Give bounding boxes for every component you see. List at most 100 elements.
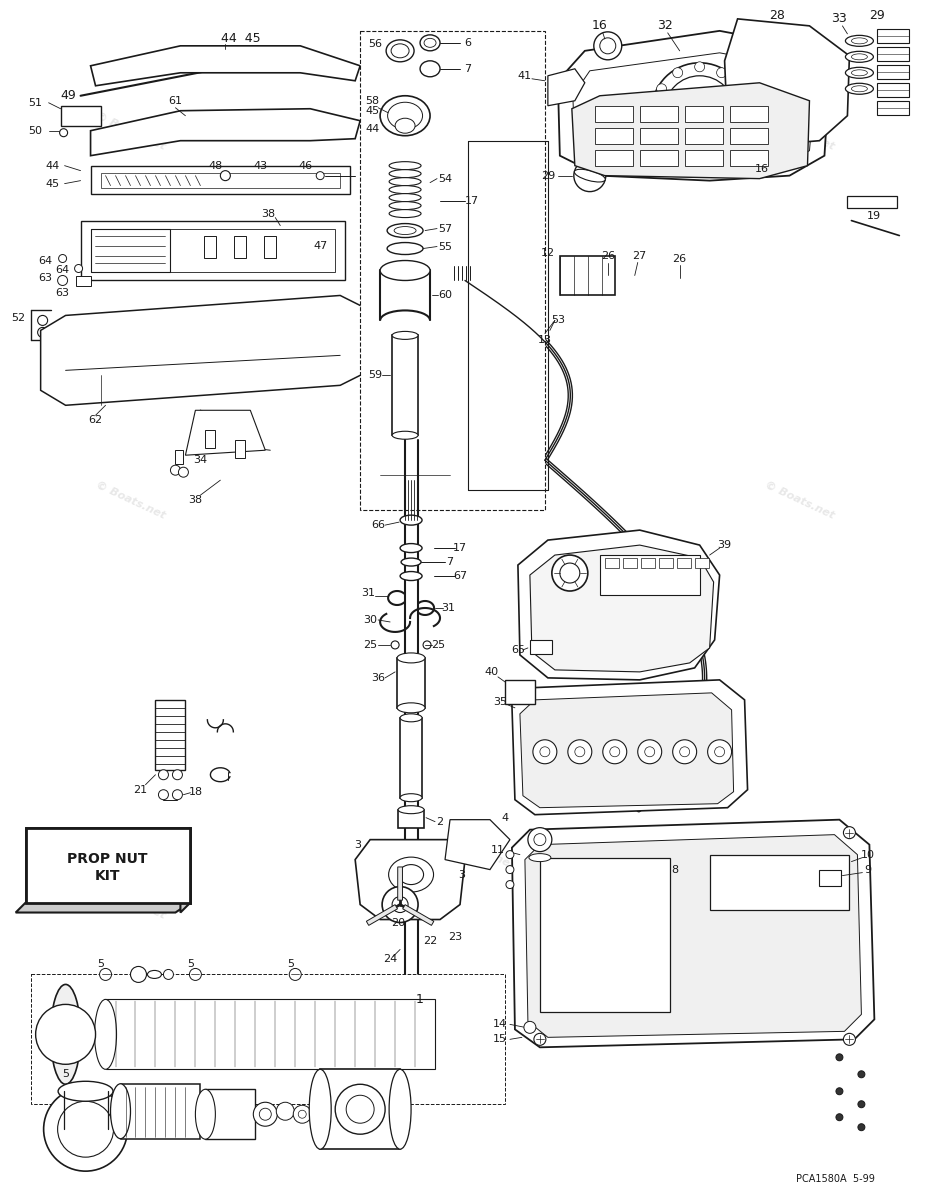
Bar — [91, 228, 170, 272]
Circle shape — [346, 1096, 374, 1123]
Text: 3: 3 — [459, 870, 465, 880]
Text: 28: 28 — [770, 10, 785, 23]
Circle shape — [637, 739, 661, 763]
Bar — [623, 558, 636, 568]
Text: 67: 67 — [453, 571, 467, 581]
Circle shape — [836, 1087, 843, 1094]
Bar — [91, 228, 335, 272]
Circle shape — [164, 970, 173, 979]
Text: 45: 45 — [365, 106, 379, 115]
Circle shape — [836, 1054, 843, 1061]
Text: 12: 12 — [541, 247, 555, 258]
Circle shape — [158, 790, 168, 799]
Polygon shape — [41, 295, 370, 406]
Bar — [91, 166, 351, 193]
Ellipse shape — [529, 853, 551, 862]
Circle shape — [733, 127, 743, 138]
Text: 23: 23 — [448, 932, 462, 942]
Circle shape — [38, 316, 47, 325]
Ellipse shape — [397, 653, 426, 662]
Text: 55: 55 — [438, 241, 452, 252]
Circle shape — [534, 834, 546, 846]
Bar — [205, 1090, 255, 1139]
Polygon shape — [520, 692, 734, 808]
Text: 5: 5 — [287, 960, 294, 970]
Circle shape — [172, 769, 182, 780]
Bar — [640, 150, 678, 166]
Text: 31: 31 — [361, 588, 376, 598]
Circle shape — [57, 1102, 114, 1157]
Ellipse shape — [851, 70, 868, 76]
Text: 2: 2 — [437, 817, 444, 827]
Text: PCA1580A  5-99: PCA1580A 5-99 — [796, 1174, 874, 1184]
Ellipse shape — [420, 35, 440, 50]
Text: 62: 62 — [89, 415, 103, 425]
Text: 1: 1 — [416, 992, 424, 1006]
Circle shape — [594, 32, 622, 60]
Polygon shape — [518, 530, 720, 680]
Circle shape — [533, 739, 557, 763]
Ellipse shape — [388, 102, 423, 130]
Bar — [26, 828, 191, 902]
Circle shape — [100, 968, 112, 980]
Bar — [76, 276, 91, 287]
Ellipse shape — [388, 223, 423, 238]
Ellipse shape — [470, 984, 500, 1085]
Polygon shape — [16, 902, 191, 912]
Circle shape — [528, 828, 552, 852]
Polygon shape — [91, 109, 360, 156]
Text: © Boats.net: © Boats.net — [444, 430, 516, 470]
Bar — [820, 870, 842, 886]
Circle shape — [754, 131, 770, 146]
Polygon shape — [573, 53, 815, 169]
Polygon shape — [558, 31, 830, 181]
Circle shape — [844, 827, 856, 839]
Text: 52: 52 — [12, 313, 26, 324]
Bar — [120, 1085, 201, 1139]
Text: 21: 21 — [133, 785, 148, 794]
Text: 9: 9 — [864, 864, 871, 875]
Ellipse shape — [94, 1000, 117, 1069]
Text: 7: 7 — [447, 557, 453, 568]
Bar — [320, 1069, 401, 1150]
Ellipse shape — [420, 61, 440, 77]
Ellipse shape — [392, 431, 418, 439]
Circle shape — [599, 38, 616, 54]
Circle shape — [672, 144, 683, 154]
Ellipse shape — [380, 260, 430, 281]
Circle shape — [652, 62, 747, 158]
Ellipse shape — [58, 1081, 113, 1102]
Text: 25: 25 — [431, 640, 445, 650]
Circle shape — [43, 1087, 128, 1171]
Text: 38: 38 — [189, 496, 203, 505]
Circle shape — [506, 865, 514, 874]
Circle shape — [574, 746, 585, 757]
Ellipse shape — [389, 210, 421, 217]
Bar — [265, 235, 277, 258]
Text: 51: 51 — [29, 97, 43, 108]
Ellipse shape — [845, 52, 873, 62]
Ellipse shape — [398, 805, 424, 814]
Circle shape — [170, 466, 180, 475]
Text: 20: 20 — [391, 918, 405, 928]
Bar — [105, 1000, 435, 1069]
Text: 17: 17 — [465, 196, 479, 205]
Bar — [61, 106, 101, 126]
Circle shape — [717, 144, 727, 154]
Text: 29: 29 — [541, 170, 555, 181]
Bar — [730, 106, 768, 121]
Bar — [684, 127, 722, 144]
Circle shape — [695, 150, 705, 160]
Bar — [595, 150, 633, 166]
Circle shape — [298, 1110, 306, 1118]
Ellipse shape — [388, 242, 423, 254]
Text: 44: 44 — [45, 161, 60, 170]
Text: 24: 24 — [383, 954, 397, 965]
Bar — [730, 150, 768, 166]
Bar — [847, 196, 897, 208]
Text: 5: 5 — [187, 960, 194, 970]
Text: 16: 16 — [755, 163, 769, 174]
Ellipse shape — [147, 971, 162, 978]
Bar — [205, 431, 216, 449]
Circle shape — [574, 160, 606, 192]
